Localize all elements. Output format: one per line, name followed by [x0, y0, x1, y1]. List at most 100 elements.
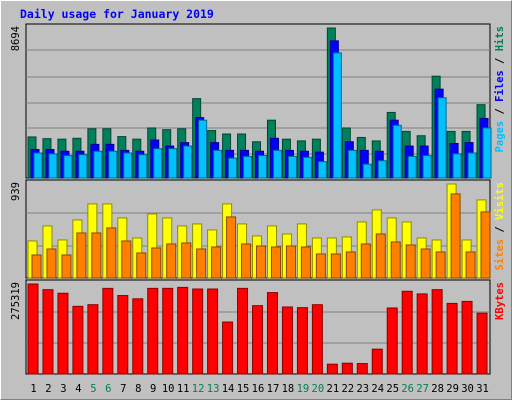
- x-tick-label: 16: [252, 383, 265, 395]
- legend-entry-files: Files: [494, 70, 506, 102]
- legend-entry-pages: Pages: [494, 121, 506, 153]
- panel-top-bar-pages: [302, 156, 312, 179]
- panel-top-bar-pages: [377, 160, 387, 179]
- panel-middle-bar-sites: [76, 232, 87, 279]
- panel-top-bar-pages: [332, 52, 342, 179]
- legend-entry-kbytes: KBytes: [494, 282, 506, 320]
- panel-middle-bar-sites: [211, 246, 222, 279]
- panel-middle-bar-sites: [91, 232, 102, 279]
- panel-top-bar-pages: [467, 152, 477, 179]
- panel-middle-legend: Sites / Visits: [494, 182, 506, 271]
- x-tick-label: 3: [60, 383, 66, 395]
- panel-top-bar-pages: [243, 155, 253, 179]
- panel-middle-bar-sites: [106, 227, 117, 279]
- legend-entry-sites: Sites: [494, 239, 506, 271]
- panel-middle-bar-sites: [151, 247, 162, 279]
- panel-middle-bar-sites: [166, 243, 177, 279]
- panel-top-bar-pages: [272, 149, 282, 179]
- x-tick-label: 21: [327, 383, 340, 395]
- x-tick-label: 15: [237, 383, 250, 395]
- panel-bottom-ytick-label: 275319: [10, 282, 22, 320]
- x-tick-label: 14: [222, 383, 235, 395]
- x-tick-label: 29: [446, 383, 459, 395]
- panel-middle-bar-sites: [450, 193, 461, 279]
- panel-middle-bar-sites: [196, 248, 207, 279]
- panel-bottom-bar-kbytes: [207, 288, 219, 375]
- panel-top-bar-pages: [168, 148, 178, 179]
- panel-bottom-bar-kbytes: [401, 290, 413, 375]
- panel-bottom-bar-kbytes: [281, 306, 293, 375]
- legend-separator: /: [494, 51, 506, 70]
- panel-top-bar-pages: [287, 155, 297, 179]
- x-tick-label: 2: [45, 383, 51, 395]
- panel-middle-bar-sites: [330, 253, 341, 279]
- panel-top-legend: Pages / Files / Hits: [494, 26, 506, 152]
- panel-bottom-bar-kbytes: [356, 363, 368, 375]
- panel-middle-bar-sites: [480, 211, 491, 279]
- panel-top-bar-pages: [198, 119, 208, 179]
- panel-bottom-bar-kbytes: [446, 302, 458, 375]
- panel-top-bar-pages: [317, 161, 327, 179]
- panel-top-bar-pages: [482, 127, 492, 179]
- panel-top-bar-pages: [123, 152, 133, 179]
- panel-top-bar-pages: [138, 154, 148, 179]
- panel-middle-ytick-label: 939: [10, 182, 22, 201]
- panel-middle-bar-sites: [435, 251, 446, 279]
- x-tick-label: 8: [135, 383, 141, 395]
- panel-middle-bar-sites: [31, 254, 42, 279]
- x-tick-label: 1: [30, 383, 36, 395]
- x-tick-label: 4: [75, 383, 81, 395]
- panel-bottom-bar-kbytes: [252, 305, 264, 375]
- x-tick-label: 30: [461, 383, 474, 395]
- panel-bottom-bar-kbytes: [296, 307, 308, 375]
- panel-bottom-bar-kbytes: [147, 287, 159, 375]
- panel-bottom-bar-kbytes: [57, 292, 69, 375]
- legend-entry-hits: Hits: [494, 26, 506, 51]
- panel-middle-bar-sites: [300, 246, 311, 279]
- panel-bottom-bar-kbytes: [117, 295, 129, 375]
- panel-top-bar-pages: [347, 149, 357, 179]
- panel-middle-bar-sites: [390, 241, 401, 279]
- panel-top-bar-pages: [213, 149, 223, 179]
- panel-top-bar-pages: [437, 97, 447, 179]
- x-tick-label: 7: [120, 383, 126, 395]
- panel-middle-bar-sites: [270, 246, 281, 279]
- x-tick-label: 27: [416, 383, 429, 395]
- panel-bottom-bar-kbytes: [311, 304, 323, 375]
- x-tick-label: 26: [401, 383, 414, 395]
- panel-top-bar-pages: [48, 153, 58, 179]
- legend-separator: /: [494, 220, 506, 239]
- panel-bottom-bar-kbytes: [386, 307, 398, 375]
- panel-bottom-bar-kbytes: [162, 287, 174, 375]
- panel-bottom-bar-kbytes: [416, 293, 428, 375]
- x-tick-label: 20: [312, 383, 325, 395]
- x-tick-label: 6: [105, 383, 111, 395]
- x-tick-label: 11: [177, 383, 190, 395]
- panel-middle-bar-sites: [241, 243, 252, 279]
- panel-bottom-bar-kbytes: [476, 312, 488, 375]
- x-tick-label: 9: [150, 383, 156, 395]
- panel-middle-bar-sites: [420, 248, 431, 279]
- panel-bottom-bar-kbytes: [102, 287, 114, 375]
- panel-bottom-bar-kbytes: [222, 321, 234, 375]
- panel-top-bar-pages: [228, 157, 238, 179]
- x-tick-label: 24: [371, 383, 384, 395]
- x-tick-label: 18: [282, 383, 295, 395]
- panel-top-bar-pages: [258, 155, 268, 179]
- panel-bottom-bar-kbytes: [341, 362, 353, 375]
- panel-middle-bar-sites: [315, 253, 326, 279]
- x-tick-label: 12: [192, 383, 205, 395]
- panel-middle-bar-sites: [360, 243, 371, 279]
- panel-bottom-bar-kbytes: [42, 289, 54, 375]
- panel-middle-bar-sites: [285, 245, 296, 279]
- panel-bottom-bar-kbytes: [87, 304, 99, 375]
- panel-bottom-bar-kbytes: [132, 298, 144, 375]
- panel-bottom-bar-kbytes: [72, 305, 84, 375]
- panel-middle-bar-sites: [375, 233, 386, 279]
- panel-top-bar-pages: [63, 155, 73, 179]
- panel-bottom-bar-kbytes: [237, 287, 249, 375]
- panel-top-bar-pages: [452, 153, 462, 179]
- chart-title: Daily usage for January 2019: [20, 7, 214, 21]
- panel-top-bar-pages: [78, 154, 88, 179]
